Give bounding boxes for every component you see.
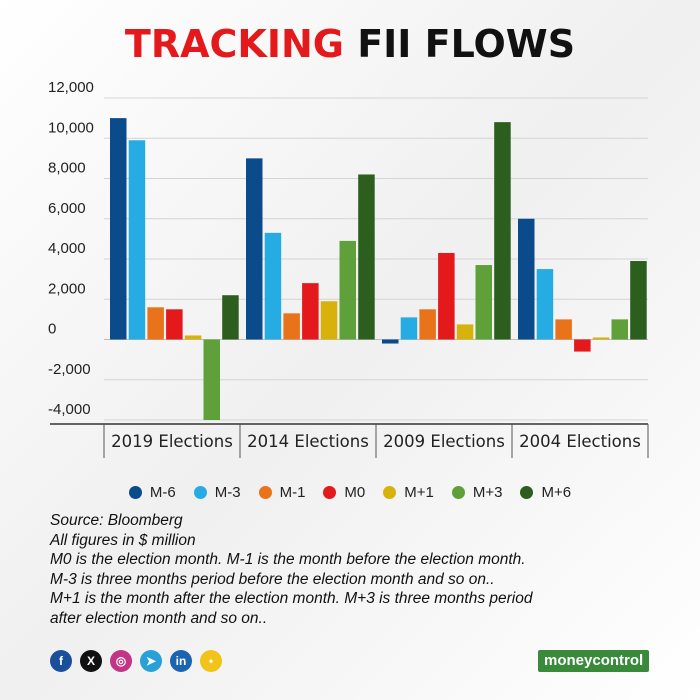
y-tick-label: 2,000 [48,280,86,297]
bar-M+1-2 [456,324,474,340]
note-line: M+1 is the month after the election mont… [50,590,533,607]
bar-M-3-2 [400,317,418,340]
bar-M-3-3 [536,269,554,340]
facebook-icon[interactable]: f [50,650,72,672]
legend-item: M-3 [193,484,241,501]
note-line: M0 is the election month. M-1 is the mon… [50,551,526,568]
bar-M+1-0 [184,335,202,340]
category-label: 2019 Elections [111,432,233,451]
chart-legend: M-6 M-3 M-1 M0 M+1 M+3 M+6 [0,484,700,501]
legend-swatch [383,486,397,499]
legend-label: M+6 [541,484,572,501]
bar-M-1-2 [419,309,436,340]
legend-swatch [451,486,465,499]
bar-M-3-1 [264,232,282,340]
bar-M+3-3 [611,319,628,340]
bar-M-6-1 [246,158,263,340]
legend-swatch [193,486,207,499]
y-tick-label: -4,000 [48,401,91,418]
bar-M0-0 [166,309,183,340]
bar-M-6-2 [382,339,399,344]
category-label: 2009 Elections [383,432,505,451]
category-label: 2014 Elections [247,432,369,451]
legend-swatch [128,486,142,499]
legend-label: M+3 [472,484,503,501]
brand-logo: moneycontrol [538,650,650,672]
legend-label: M0 [344,484,366,501]
y-tick-label: 12,000 [48,79,94,96]
legend-swatch [323,486,337,499]
bar-M0-2 [438,252,455,340]
page-title: TRACKING FII FLOWS [0,22,700,66]
bar-M+1-3 [592,337,610,340]
bar-M+3-1 [339,240,356,340]
y-tick-label: 8,000 [48,160,86,177]
legend-item: M-1 [258,484,306,501]
y-tick-label: -2,000 [48,361,91,378]
bar-M+3-0 [203,339,220,420]
legend-label: M+1 [404,484,434,501]
legend-item: M+6 [520,484,571,501]
bar-M+1-1 [320,301,338,340]
note-line: M-3 is three months period before the el… [50,570,495,588]
legend-item: M+3 [451,484,503,501]
title-rest: FII FLOWS [357,22,576,66]
social-icons: f X ◎ ➤ in • [50,650,222,672]
x-icon[interactable]: X [80,650,102,672]
legend-label: M-6 [149,484,176,501]
bar-M0-3 [574,339,591,352]
bar-M+6-0 [222,295,239,340]
category-label: 2004 Elections [519,432,641,451]
bar-M+6-3 [630,261,647,340]
bar-chart: 12,000 10,000 8,000 6,000 4,000 2,000 0 -2,000 -… [48,79,649,458]
bar-M-1-1 [283,313,300,340]
legend-label: M-1 [279,484,306,501]
koo-icon[interactable]: • [200,650,222,672]
legend-swatch [520,486,534,499]
legend-item: M-6 [128,484,176,501]
y-tick-label: 4,000 [48,240,86,257]
y-tick-label: 10,000 [48,119,94,136]
instagram-icon[interactable]: ◎ [110,650,132,672]
note-line: Source: Bloomberg [50,512,183,529]
bar-M+6-1 [358,174,375,340]
bar-M-1-0 [147,307,164,340]
note-line: after election month and so on.. [50,609,268,627]
bar-M-3-0 [128,140,146,340]
y-tick-label: 6,000 [48,200,86,217]
bar-M0-1 [302,283,319,340]
legend-item: M+1 [383,484,434,501]
linkedin-icon[interactable]: in [170,650,192,672]
legend-swatch [258,486,272,499]
bar-M+6-2 [494,122,511,340]
bar-M-1-3 [555,319,572,340]
legend-label: M-3 [214,484,241,501]
legend-item: M0 [323,484,365,501]
y-tick-label: 0 [48,321,56,338]
note-line: All figures in $ million [50,531,196,549]
bar-M-6-3 [518,218,535,340]
bar-M+3-2 [475,265,492,340]
telegram-icon[interactable]: ➤ [140,650,162,672]
bar-M-6-0 [110,118,127,340]
chart-notes: Source: Bloomberg All figures in $ millio… [50,511,670,628]
title-accent: TRACKING [124,22,344,66]
